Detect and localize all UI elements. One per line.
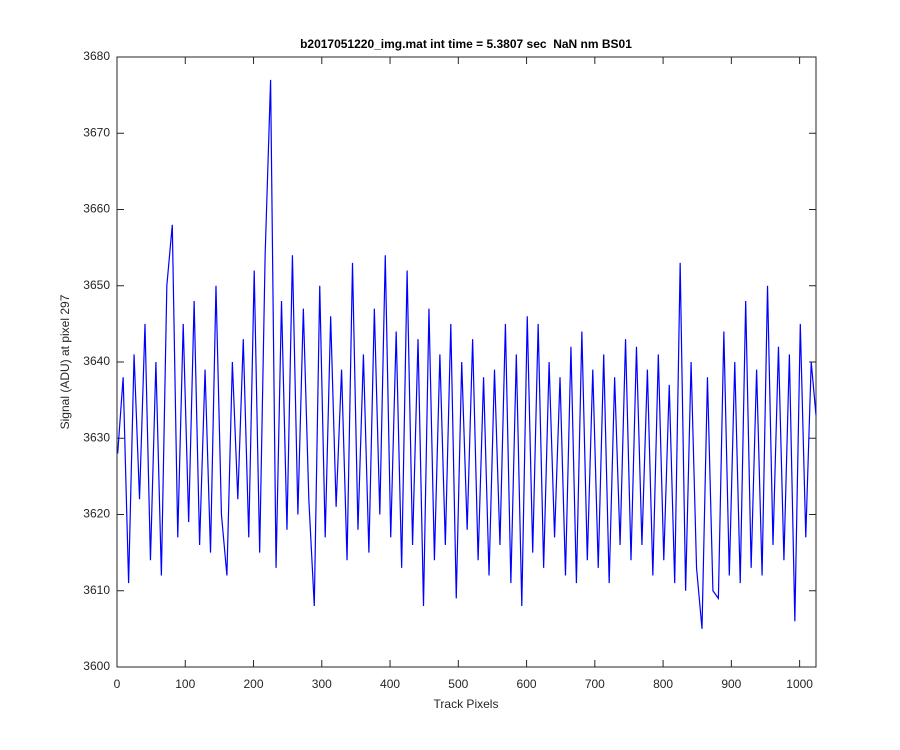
data-line	[117, 79, 817, 629]
x-tick-label: 300	[312, 677, 332, 691]
y-axis-label: Signal (ADU) at pixel 297	[58, 294, 72, 429]
y-tick-label: 3630	[83, 430, 110, 444]
x-tick-label: 0	[114, 677, 121, 691]
x-tick-label: 800	[653, 677, 673, 691]
y-tick-label: 3610	[83, 583, 110, 597]
y-tick-label: 3640	[83, 354, 110, 368]
y-tick-label: 3680	[83, 49, 110, 63]
x-axis-label: Track Pixels	[434, 697, 499, 711]
x-tick-label: 400	[380, 677, 400, 691]
chart-title: b2017051220_img.mat int time = 5.3807 se…	[300, 37, 632, 51]
x-tick-label: 1000	[786, 677, 813, 691]
x-tick-label: 500	[448, 677, 468, 691]
axes-box	[116, 56, 817, 668]
x-tick-label: 700	[585, 677, 605, 691]
x-tick-label: 200	[244, 677, 264, 691]
y-tick-label: 3670	[83, 125, 110, 139]
x-tick-label: 900	[721, 677, 741, 691]
y-tick-label: 3620	[83, 507, 110, 521]
y-tick-label: 3600	[83, 659, 110, 673]
x-tick-label: 600	[517, 677, 537, 691]
y-tick-label: 3650	[83, 278, 110, 292]
x-tick-label: 100	[175, 677, 195, 691]
y-tick-label: 3660	[83, 202, 110, 216]
